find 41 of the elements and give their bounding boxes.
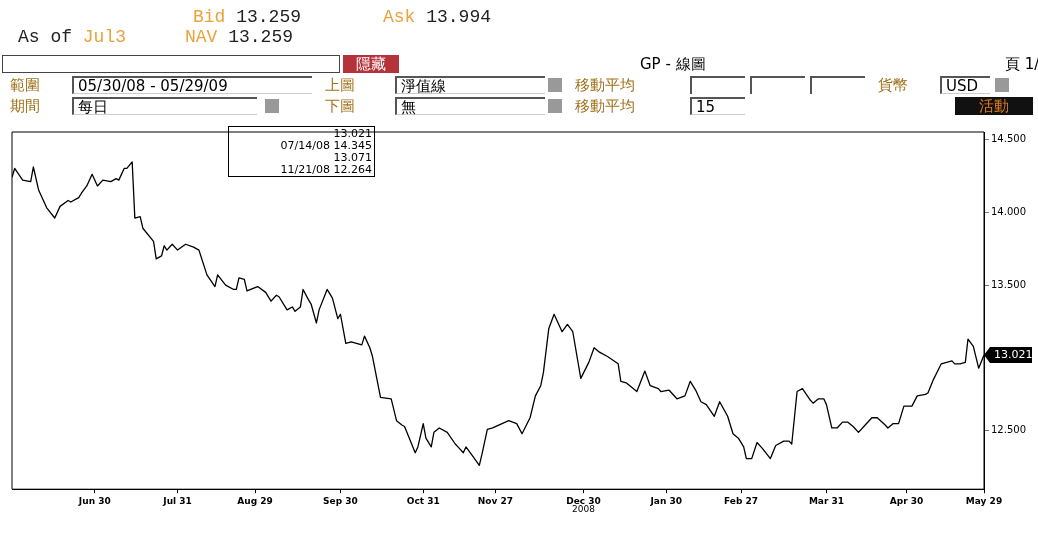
x-tick-label: Apr 30: [889, 495, 924, 506]
text: 下圖: [325, 97, 355, 115]
x-tick-label: Dec 30: [566, 495, 601, 506]
text: 淨值線: [395, 76, 545, 95]
y-tick-label: 14.000: [991, 205, 1027, 217]
x-tick-label: May 29: [965, 495, 1003, 506]
y-tick-label: 14.500: [991, 132, 1027, 144]
annotation: 11/21/08 12.264: [279, 163, 373, 176]
text: GP - 線圖: [640, 55, 706, 73]
x-tick-label: Jan 30: [649, 495, 682, 506]
x-tick-label: Nov 27: [477, 495, 513, 506]
x-tick-label: Mar 31: [808, 495, 845, 506]
text: 15: [690, 97, 745, 116]
text: 移動平均: [575, 76, 635, 94]
text: 活動: [955, 97, 1033, 115]
text: 貨幣: [878, 76, 908, 94]
annotation: 07/14/08 14.345: [279, 139, 373, 152]
annotation: 13.021: [994, 347, 1033, 361]
text: 範圍: [10, 76, 40, 94]
text: Ask 13.994: [383, 7, 492, 27]
text: Bid 13.259: [193, 7, 302, 27]
annotation: 13.021: [332, 127, 373, 140]
text: 隱藏: [343, 55, 399, 73]
text: 上圖: [325, 76, 355, 94]
x-tick-label: Jul 31: [162, 495, 192, 506]
x-tick-label: Sep 30: [323, 495, 358, 506]
text: 05/30/08 - 05/29/09: [72, 76, 312, 95]
annotation: 13.071: [332, 151, 373, 164]
y-tick-label: 12.500: [991, 424, 1027, 436]
y-tick-label: 13.500: [991, 278, 1027, 290]
text: 無: [395, 97, 545, 116]
text: NAV 13.259: [185, 27, 294, 47]
x-tick-label: Aug 29: [237, 495, 273, 506]
x-tick-label: Feb 27: [724, 495, 759, 506]
text: USD: [940, 76, 990, 95]
text: As of Jul3: [18, 27, 127, 47]
x-tick-label: Oct 31: [406, 495, 440, 506]
text: 每日: [72, 97, 257, 116]
x-tick-label: Jun 30: [77, 495, 111, 506]
text: 移動平均: [575, 97, 635, 115]
text: 期間: [10, 97, 40, 115]
